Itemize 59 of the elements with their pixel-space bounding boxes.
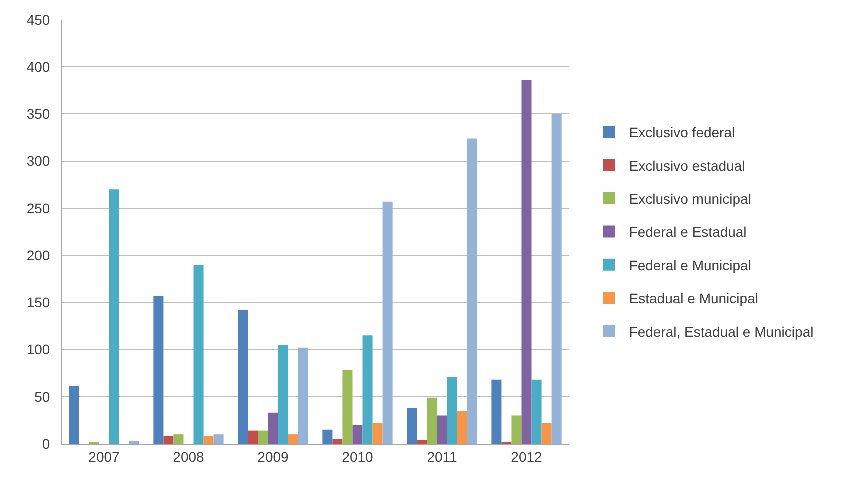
bar: [278, 345, 288, 444]
bar: [457, 411, 468, 444]
y-tick-label: 0: [42, 436, 50, 452]
bar: [322, 430, 333, 444]
bar: [417, 440, 428, 444]
bar: [512, 416, 522, 444]
legend-label: Federal e Estadual: [629, 224, 747, 240]
bar: [204, 436, 214, 444]
bar: [174, 434, 184, 444]
bar: [288, 434, 298, 444]
bar: [362, 336, 373, 444]
bar: [552, 114, 562, 444]
bar: [522, 80, 532, 444]
bar: [407, 408, 418, 444]
bar: [532, 380, 542, 444]
legend-label: Exclusivo federal: [629, 124, 736, 141]
legend-label: Federal, Estadual e Municipal: [629, 324, 814, 340]
bar: [258, 430, 268, 444]
bar: [164, 436, 174, 444]
x-tick-label: 2011: [427, 448, 458, 465]
y-tick-label: 200: [26, 247, 50, 264]
bar: [542, 423, 552, 444]
y-tick-label: 250: [26, 200, 50, 216]
x-tick-label: 2010: [342, 448, 374, 465]
y-tick-label: 50: [34, 388, 50, 405]
y-tick-label: 350: [26, 106, 50, 122]
bar: [214, 434, 224, 444]
bar: [109, 190, 120, 444]
y-tick-label: 300: [26, 153, 50, 170]
x-tick-label: 2007: [88, 448, 120, 465]
bar: [129, 441, 140, 444]
bar: [154, 296, 164, 444]
bar: [492, 380, 502, 444]
y-tick-label: 150: [26, 294, 50, 311]
x-tick-label: 2008: [173, 448, 205, 465]
legend-label: Federal e Municipal: [629, 257, 752, 274]
bar: [382, 202, 393, 444]
bar: [372, 423, 383, 444]
bar: [248, 430, 258, 444]
y-tick-label: 100: [26, 342, 50, 358]
legend-label: Exclusivo municipal: [629, 190, 752, 207]
y-tick-label: 400: [26, 59, 50, 76]
bar: [467, 138, 478, 444]
bar: [342, 370, 353, 444]
bar: [238, 310, 248, 444]
legend-label: Exclusivo estadual: [629, 158, 746, 174]
bar: [298, 348, 308, 444]
legend-label: Estadual e Municipal: [629, 290, 758, 307]
bar: [437, 416, 448, 444]
bar: [194, 264, 204, 444]
x-tick-label: 2012: [511, 448, 543, 465]
bar: [447, 377, 458, 444]
bar: [427, 398, 438, 444]
bar: [332, 439, 343, 444]
bar: [69, 386, 80, 444]
y-tick-label: 450: [26, 12, 50, 28]
bar: [352, 425, 363, 444]
bar: [268, 412, 278, 444]
x-tick-label: 2009: [258, 448, 290, 465]
